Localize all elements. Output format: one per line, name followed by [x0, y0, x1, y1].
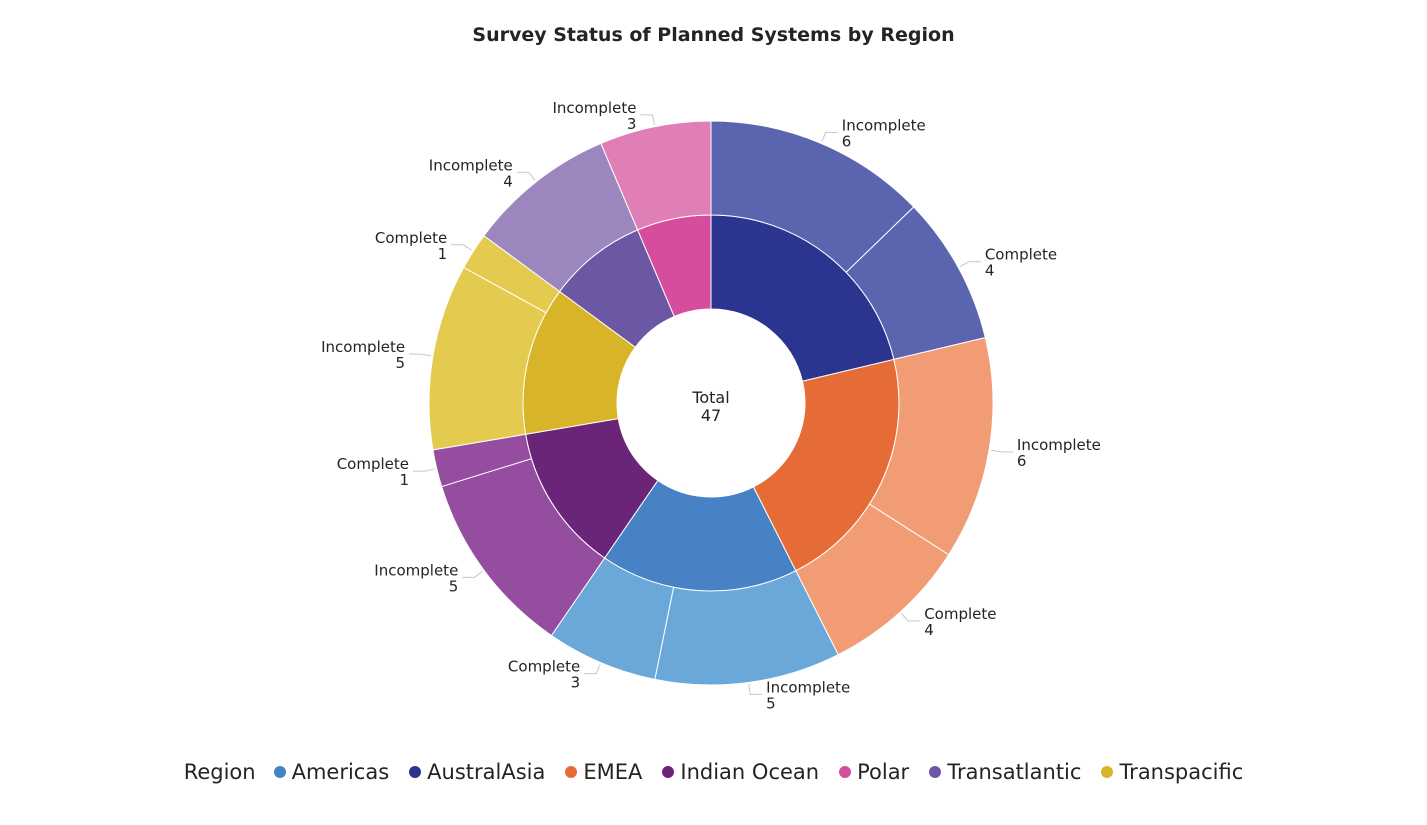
legend-item-transatlantic[interactable]: Transatlantic — [929, 760, 1081, 784]
legend-dot — [273, 766, 286, 778]
center-total-value: 47 — [701, 406, 721, 425]
legend-label: Transatlantic — [947, 760, 1082, 784]
segment-label-value: 1 — [438, 245, 448, 263]
legend-title: Region — [183, 760, 256, 784]
leader-line — [640, 114, 655, 125]
segment-label-name: Complete — [924, 605, 996, 623]
segment-label-name: Incomplete — [552, 99, 636, 117]
segment-labels: Incomplete6Complete4Incomplete6Complete4… — [321, 99, 1101, 712]
legend-item-emea[interactable]: EMEA — [565, 760, 642, 784]
legend-label: Americas — [291, 760, 390, 784]
segment-label-name: Complete — [985, 246, 1057, 264]
leader-line — [584, 664, 601, 675]
segment-label-name: Complete — [375, 229, 447, 247]
segment-label-name: Incomplete — [766, 678, 850, 696]
legend-label: Polar — [857, 760, 910, 784]
segment-label-value: 4 — [924, 621, 934, 639]
segment-label-value: 5 — [449, 577, 459, 595]
legend-dot — [1101, 766, 1114, 778]
legend-dot — [565, 766, 578, 778]
leader-line — [409, 353, 432, 357]
leader-line — [516, 171, 536, 181]
legend-item-transpacific[interactable]: Transpacific — [1101, 760, 1243, 784]
chart-title: Survey Status of Planned Systems by Regi… — [472, 24, 955, 46]
legend-label: AustralAsia — [427, 760, 546, 784]
legend-label: Transpacific — [1119, 760, 1244, 784]
segment-label-value: 6 — [1017, 452, 1027, 470]
segment-label-value: 5 — [766, 694, 776, 712]
segment-label-name: Incomplete — [429, 156, 513, 174]
leader-line — [901, 613, 921, 622]
segment-label-name: Complete — [337, 455, 409, 473]
legend-dot — [929, 766, 942, 778]
segment-label-value: 5 — [396, 354, 406, 372]
segment-label-value: 4 — [985, 262, 995, 280]
segment-label-value: 3 — [627, 115, 637, 133]
segment-label-name: Incomplete — [842, 116, 926, 134]
segment-label-name: Complete — [508, 658, 580, 676]
legend: Region Americas AustralAsia EMEA Indian Oce… — [0, 760, 1427, 784]
center-label: Total 47 — [691, 388, 729, 425]
sunburst-chart: Incomplete6Complete4Incomplete6Complete4… — [321, 99, 1101, 712]
leader-line — [990, 449, 1013, 453]
segment-label-name: Incomplete — [1017, 436, 1101, 454]
outer-slice-polar-incomplete[interactable] — [600, 120, 712, 231]
leader-line — [451, 244, 472, 251]
legend-item-polar[interactable]: Polar — [839, 760, 909, 784]
leader-line — [821, 131, 838, 142]
center-total-label: Total — [691, 388, 729, 407]
outer-ring — [428, 120, 994, 686]
legend-items: Americas AustralAsia EMEA Indian Ocean Polar… — [273, 760, 1243, 784]
legend-item-australasia[interactable]: AustralAsia — [409, 760, 545, 784]
leader-line — [462, 571, 483, 578]
segment-label-value: 6 — [842, 132, 852, 150]
leader-line — [959, 261, 981, 267]
legend-label: Indian Ocean — [680, 760, 820, 784]
segment-label-name: Incomplete — [321, 338, 405, 356]
legend-item-indian-ocean[interactable]: Indian Ocean — [662, 760, 819, 784]
legend-dot — [839, 766, 852, 778]
legend-dot — [662, 766, 675, 778]
segment-label-value: 3 — [571, 674, 581, 692]
leader-line — [413, 468, 435, 472]
segment-label-name: Incomplete — [374, 561, 458, 579]
legend-label: EMEA — [583, 760, 643, 784]
segment-label-value: 4 — [503, 172, 513, 190]
segment-label-value: 1 — [399, 471, 409, 489]
legend-item-americas[interactable]: Americas — [273, 760, 390, 784]
legend-dot — [409, 766, 422, 778]
leader-line — [748, 684, 763, 695]
